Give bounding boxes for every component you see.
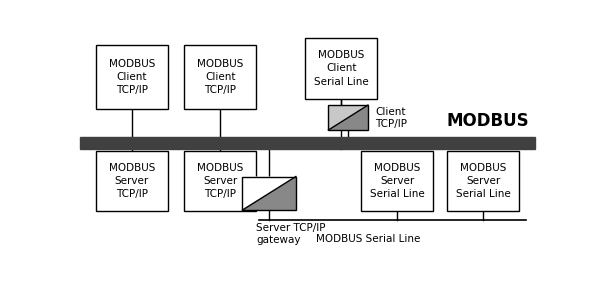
Polygon shape xyxy=(328,105,368,130)
Text: MODBUS Serial Line: MODBUS Serial Line xyxy=(316,234,420,244)
Text: MODBUS
Client
TCP/IP: MODBUS Client TCP/IP xyxy=(197,59,244,95)
Text: MODBUS
Client
TCP/IP: MODBUS Client TCP/IP xyxy=(109,59,155,95)
Text: MODBUS
Server
TCP/IP: MODBUS Server TCP/IP xyxy=(197,163,244,199)
Bar xyxy=(96,45,168,110)
Text: Client
TCP/IP: Client TCP/IP xyxy=(375,107,407,129)
Bar xyxy=(361,151,433,211)
Bar xyxy=(305,38,377,99)
Text: MODBUS: MODBUS xyxy=(447,112,530,130)
Bar xyxy=(184,151,256,211)
Bar xyxy=(80,137,535,149)
Bar xyxy=(447,151,519,211)
Polygon shape xyxy=(328,105,368,130)
Text: Server TCP/IP
gateway: Server TCP/IP gateway xyxy=(256,223,326,245)
Bar xyxy=(242,176,296,210)
Text: MODBUS
Client
Serial Line: MODBUS Client Serial Line xyxy=(314,50,368,87)
Bar xyxy=(96,151,168,211)
Text: MODBUS
Server
TCP/IP: MODBUS Server TCP/IP xyxy=(109,163,155,199)
Polygon shape xyxy=(242,176,296,210)
Text: MODBUS
Server
Serial Line: MODBUS Server Serial Line xyxy=(455,163,511,199)
Bar xyxy=(184,45,256,110)
Bar xyxy=(328,105,368,130)
Polygon shape xyxy=(242,176,296,210)
Text: MODBUS
Server
Serial Line: MODBUS Server Serial Line xyxy=(370,163,424,199)
